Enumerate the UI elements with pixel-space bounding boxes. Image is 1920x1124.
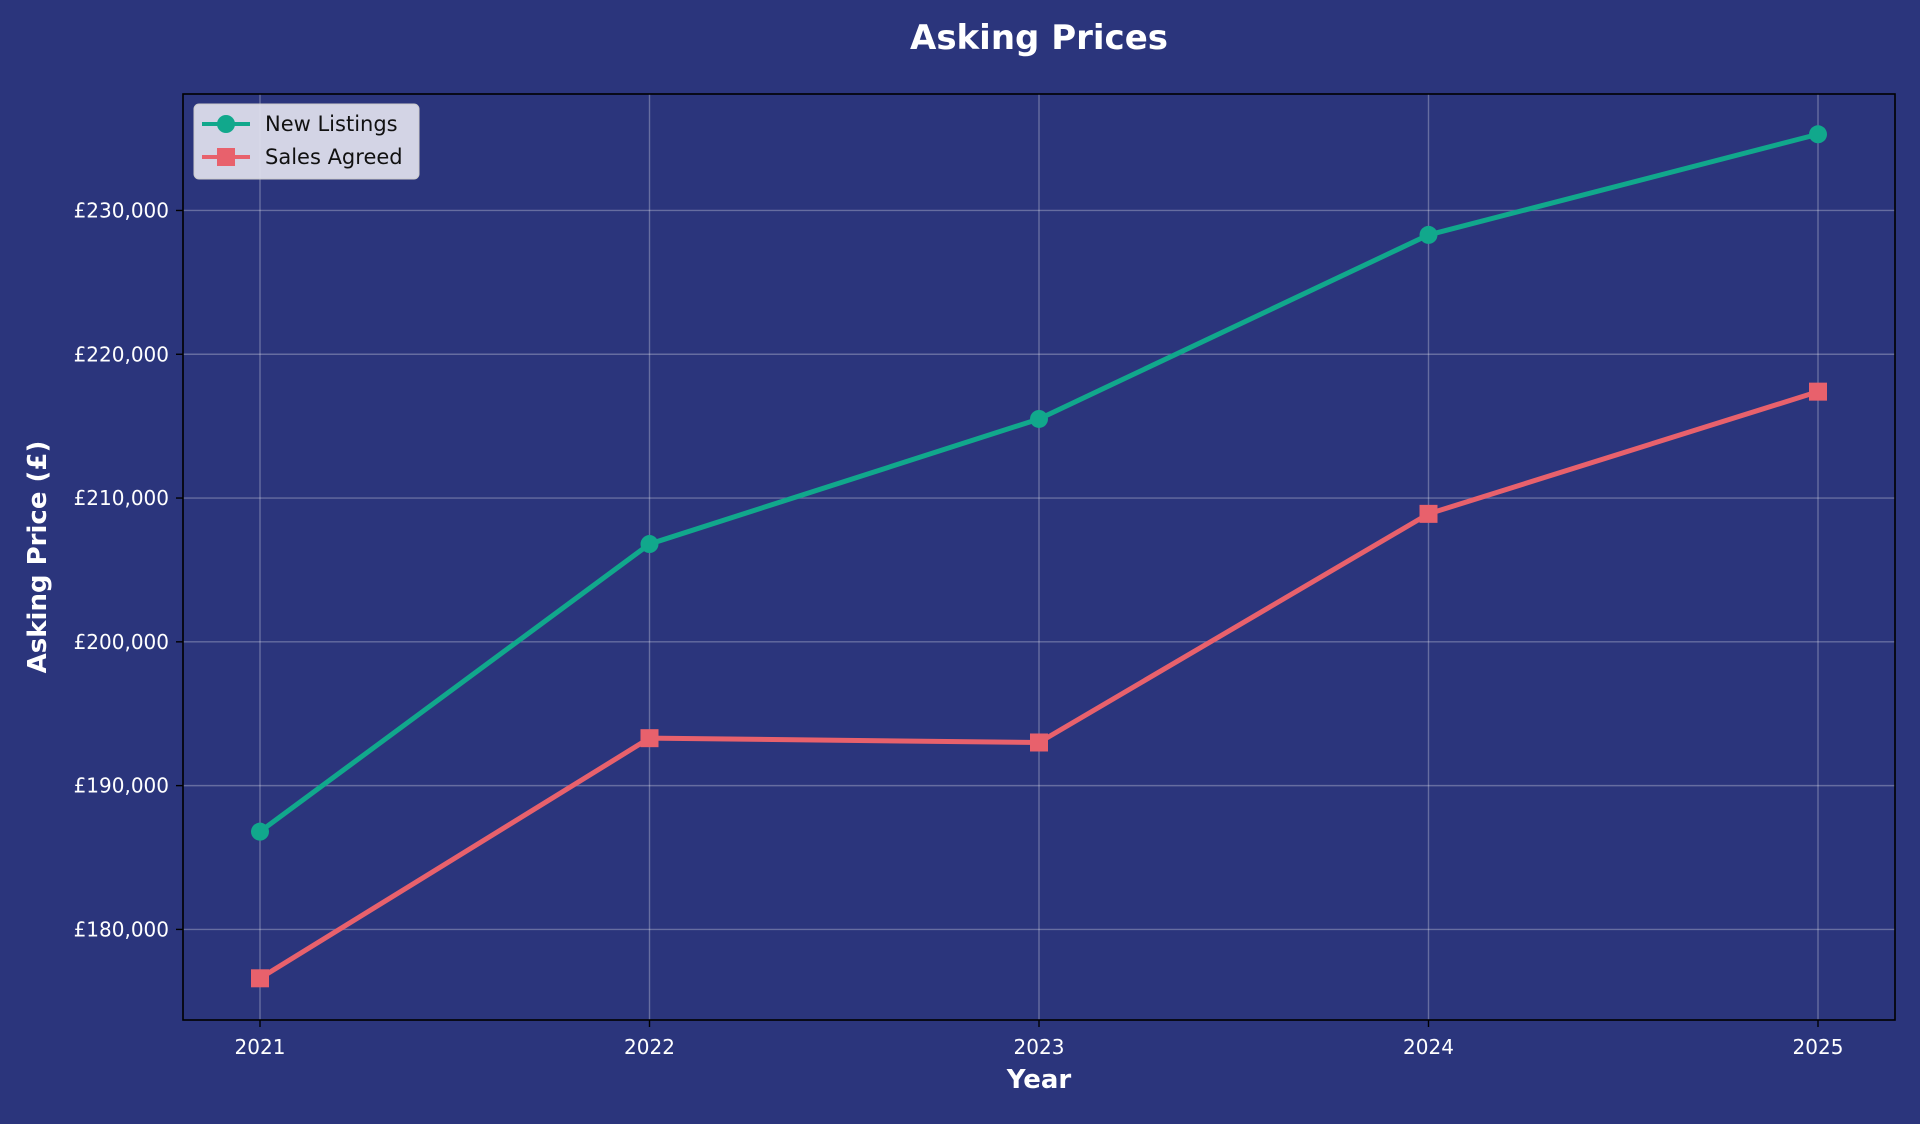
x-tick-label: 2021 xyxy=(235,1035,286,1059)
x-axis-label: Year xyxy=(1006,1065,1072,1095)
data-point-sales-agreed xyxy=(1809,382,1827,401)
x-tick-label: 2023 xyxy=(1014,1035,1065,1059)
legend: New Listings Sales Agreed xyxy=(193,103,420,180)
x-axis-ticks: 2021 2022 2023 2024 2025 xyxy=(235,1020,1844,1059)
y-tick-label: £230,000 xyxy=(74,198,169,222)
legend-label-sales-agreed: Sales Agreed xyxy=(265,145,403,169)
series-sales-agreed xyxy=(251,382,1827,988)
plot-frame xyxy=(182,93,1896,1021)
data-point-sales-agreed xyxy=(251,969,269,988)
data-point-new-listings xyxy=(1030,409,1048,428)
chart-title: Asking Prices xyxy=(910,18,1168,58)
x-tick-label: 2025 xyxy=(1793,1035,1844,1059)
y-tick-label: £200,000 xyxy=(74,630,169,654)
data-point-new-listings xyxy=(1809,125,1827,144)
y-axis-label: Asking Price (£) xyxy=(23,441,53,674)
y-axis-ticks: £180,000 £190,000 £200,000 £210,000 £220,000… xyxy=(74,198,183,941)
y-tick-label: £220,000 xyxy=(74,342,169,366)
x-tick-label: 2022 xyxy=(624,1035,675,1059)
legend-box xyxy=(193,103,420,180)
grid xyxy=(183,94,1895,1020)
series-new-listings xyxy=(251,125,1827,841)
data-point-sales-agreed xyxy=(1419,504,1438,523)
series-layer xyxy=(251,125,1827,988)
y-tick-label: £180,000 xyxy=(74,917,169,941)
data-point-new-listings xyxy=(1419,225,1438,244)
legend-marker-sales-agreed xyxy=(217,148,235,166)
legend-label-new-listings: New Listings xyxy=(265,112,398,136)
data-point-sales-agreed xyxy=(1030,733,1048,752)
legend-marker-new-listings xyxy=(217,115,235,133)
data-point-sales-agreed xyxy=(640,729,659,748)
x-tick-label: 2024 xyxy=(1403,1035,1454,1059)
y-tick-label: £210,000 xyxy=(74,486,169,510)
data-point-new-listings xyxy=(251,822,269,841)
y-tick-label: £190,000 xyxy=(74,774,169,798)
data-point-new-listings xyxy=(640,535,659,554)
